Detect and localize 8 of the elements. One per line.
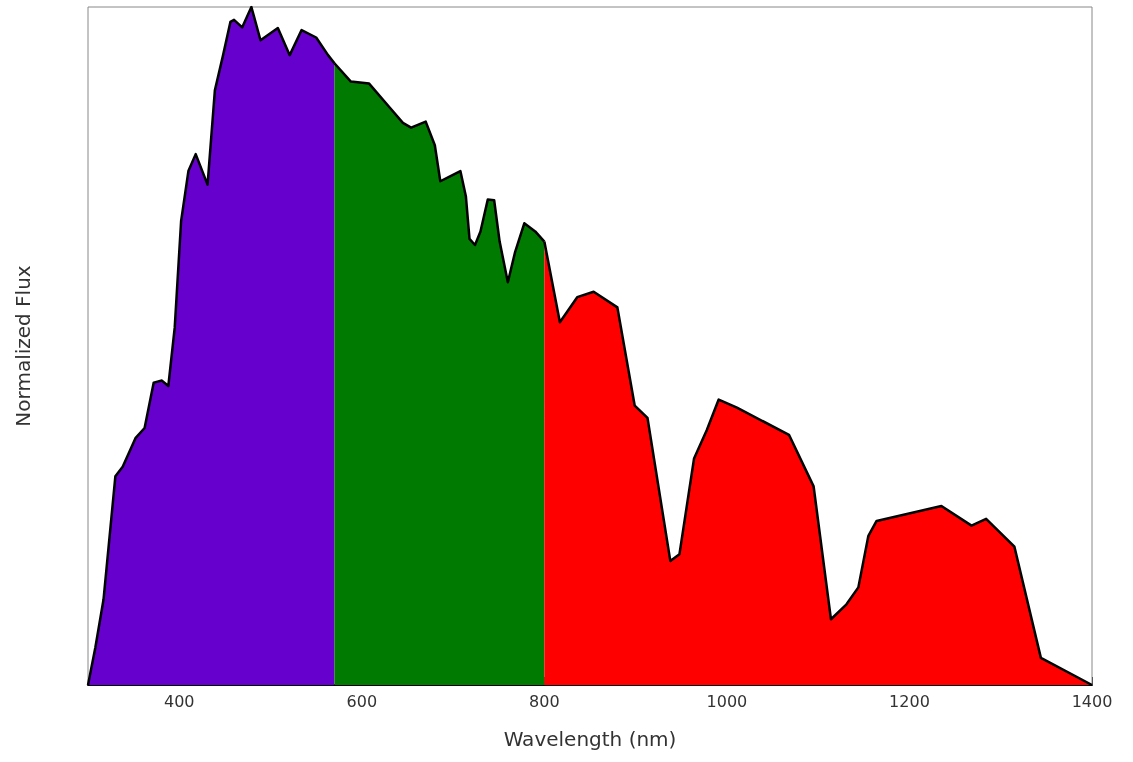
x-tick-label: 600 [346,691,378,711]
x-tick-label: 1200 [889,691,930,711]
x-tick-label: 1400 [1071,691,1113,711]
x-axis-title: Wavelength (nm) [503,727,677,751]
x-tick-label: 1000 [706,691,748,711]
y-axis-title: Normalized Flux [11,265,35,427]
x-tick-label: 400 [164,691,195,711]
x-tick-label: 800 [529,691,560,711]
